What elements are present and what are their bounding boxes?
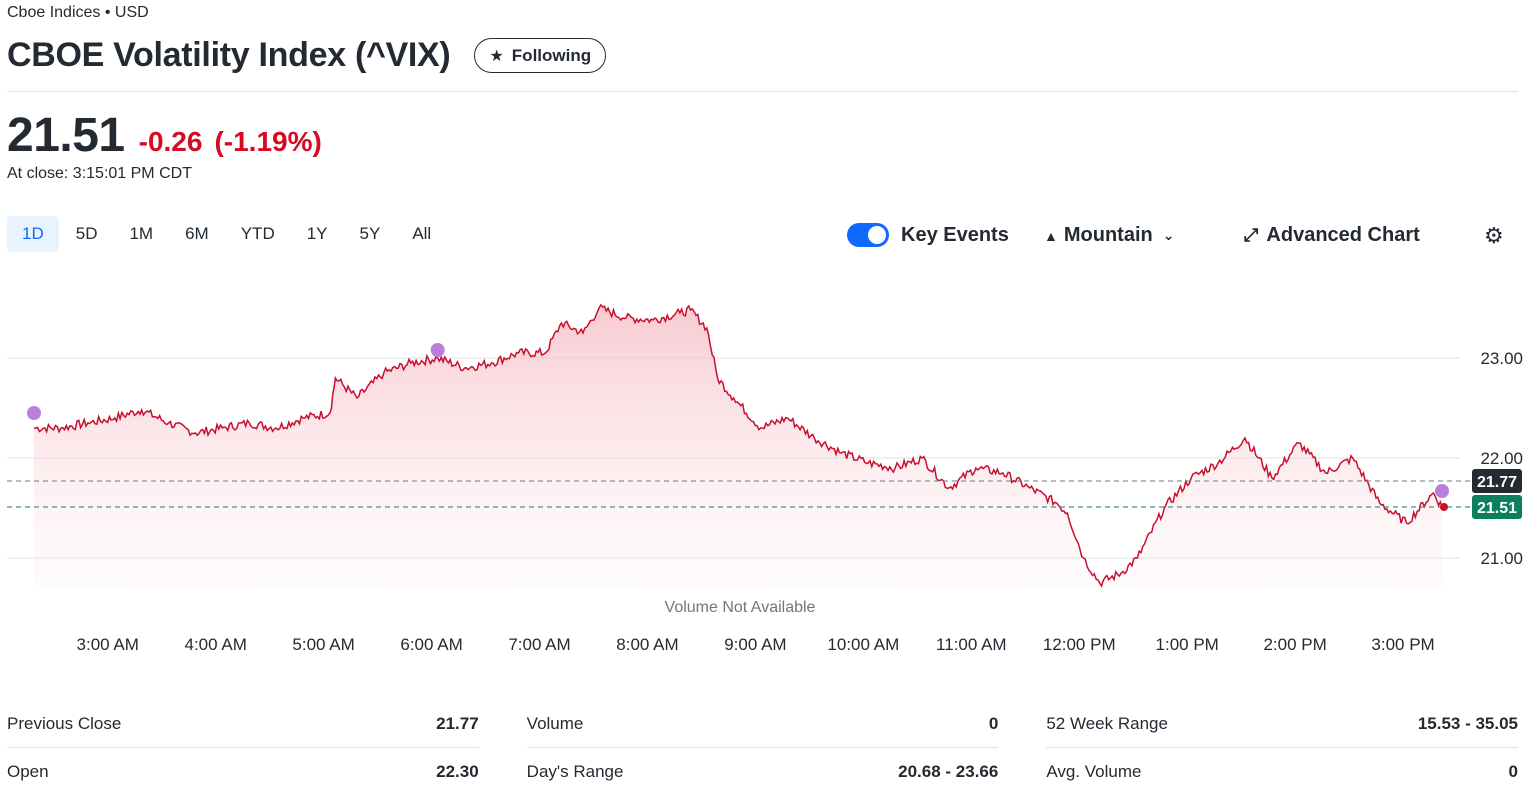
reference-tag	[1472, 495, 1522, 519]
range-1y-button[interactable]: 1Y	[306, 224, 328, 243]
chart-type-label: Mountain	[1063, 224, 1153, 246]
range-selector: 1D 5D 1M 6M YTD 1Y 5Y All	[7, 216, 448, 252]
event-marker[interactable]	[1435, 484, 1449, 498]
following-button[interactable]: ★ Following	[474, 38, 607, 73]
stat-row-previous-close: Previous Close 21.77	[7, 700, 479, 748]
stat-row-open: Open 22.30	[7, 748, 479, 785]
price-area-fill	[34, 304, 1442, 590]
range-1d-button[interactable]: 1D	[7, 216, 59, 252]
y-tick-label: 22.00	[1480, 449, 1523, 468]
x-tick-label: 11:00 AM	[936, 635, 1007, 654]
stat-label: Open	[7, 761, 49, 781]
chart-type-dropdown[interactable]: ▲ Mountain ⌄	[1044, 224, 1174, 247]
event-marker[interactable]	[27, 406, 41, 420]
range-5y-button[interactable]: 5Y	[359, 224, 381, 243]
x-tick-label: 6:00 AM	[400, 635, 462, 654]
advanced-chart-label: Advanced Chart	[1266, 224, 1420, 246]
stat-label: Day's Range	[526, 761, 624, 781]
x-axis-ticks: 3:00 AM 4:00 AM 5:00 AM 6:00 AM 7:00 AM 8:00 …	[77, 635, 1435, 654]
stat-value: 15.53 - 35.05	[1417, 713, 1519, 733]
x-tick-label: 5:00 AM	[292, 635, 354, 654]
y-tick-label: 21.00	[1480, 549, 1523, 568]
exchange-label: Cboe Indices • USD	[7, 4, 149, 21]
y-tick-label: 23.00	[1480, 349, 1523, 368]
x-tick-label: 9:00 AM	[724, 635, 786, 654]
price-row: 21.51 -0.26 (-1.19%)	[7, 108, 322, 163]
event-markers	[27, 343, 1449, 498]
stats-column-3: 52 Week Range 15.53 - 35.05 Avg. Volume …	[1046, 700, 1519, 785]
stat-value: 21.77	[436, 713, 479, 733]
x-tick-label: 10:00 AM	[827, 635, 899, 654]
page-title: CBOE Volatility Index (^VIX)	[7, 36, 451, 74]
expand-icon: ⤢	[1244, 225, 1259, 245]
stat-label: Avg. Volume	[1046, 761, 1142, 781]
x-tick-label: 8:00 AM	[616, 635, 678, 654]
stat-label: 52 Week Range	[1046, 713, 1168, 733]
reference-lines: 21.77 21.51	[7, 469, 1522, 519]
current-price: 21.51	[7, 109, 125, 162]
range-1m-button[interactable]: 1M	[129, 224, 154, 243]
stat-value: 0	[988, 713, 999, 733]
y-axis-ticks: 23.00 22.00 21.00	[1480, 349, 1523, 568]
stat-value: 22.30	[436, 761, 479, 781]
event-marker[interactable]	[430, 343, 445, 357]
stat-value: 0	[1508, 761, 1519, 781]
following-label: Following	[511, 45, 592, 65]
x-tick-label: 3:00 PM	[1371, 635, 1434, 654]
quote-stats: Previous Close 21.77 Open 22.30 Volume 0…	[7, 700, 1519, 785]
price-chart[interactable]: 21.77 21.51 Volume Not Available 3:00 AM 4…	[0, 260, 1532, 660]
stat-row-52-week-range: 52 Week Range 15.53 - 35.05	[1046, 700, 1519, 748]
price-line	[33, 303, 1443, 588]
toggle-icon[interactable]	[847, 223, 889, 247]
key-events-control[interactable]: Key Events	[847, 223, 1009, 247]
chevron-down-icon: ⌄	[1162, 227, 1175, 243]
stat-label: Volume	[526, 713, 584, 733]
advanced-chart-button[interactable]: ⤢ Advanced Chart	[1244, 224, 1420, 247]
x-tick-label: 4:00 AM	[184, 635, 246, 654]
mountain-icon: ▲	[1044, 227, 1058, 244]
close-time: At close: 3:15:01 PM CDT	[7, 165, 192, 182]
range-ytd-button[interactable]: YTD	[240, 224, 275, 243]
x-tick-label: 1:00 PM	[1156, 635, 1219, 654]
range-6m-button[interactable]: 6M	[185, 224, 209, 243]
stat-label: Previous Close	[7, 713, 122, 733]
x-tick-label: 3:00 AM	[77, 635, 139, 654]
stats-column-2: Volume 0 Day's Range 20.68 - 23.66	[526, 700, 999, 785]
stat-value: 20.68 - 23.66	[898, 761, 999, 781]
x-tick-label: 7:00 AM	[508, 635, 570, 654]
current-price-dot	[1440, 503, 1448, 511]
stat-row-volume: Volume 0	[526, 700, 999, 748]
x-tick-label: 2:00 PM	[1263, 635, 1326, 654]
key-events-label: Key Events	[901, 223, 1009, 246]
price-change-percent: (-1.19%)	[214, 126, 322, 157]
stats-column-1: Previous Close 21.77 Open 22.30	[7, 700, 479, 785]
volume-not-available-label: Volume Not Available	[665, 599, 816, 616]
stat-row-avg-volume: Avg. Volume 0	[1046, 748, 1518, 785]
x-tick-label: 12:00 PM	[1043, 635, 1116, 654]
title-row: CBOE Volatility Index (^VIX) ★ Following	[7, 36, 607, 75]
reference-tag-label: 21.77	[1477, 474, 1517, 491]
star-icon: ★	[489, 47, 504, 65]
stat-row-days-range: Day's Range 20.68 - 23.66	[527, 748, 999, 785]
price-change: -0.26	[138, 126, 203, 157]
range-5d-button[interactable]: 5D	[75, 224, 98, 243]
gear-icon[interactable]: ⚙	[1484, 223, 1504, 248]
range-all-button[interactable]: All	[412, 224, 432, 243]
header-divider	[7, 91, 1518, 92]
reference-tag	[1472, 469, 1522, 493]
reference-tag-label: 21.51	[1477, 500, 1517, 517]
